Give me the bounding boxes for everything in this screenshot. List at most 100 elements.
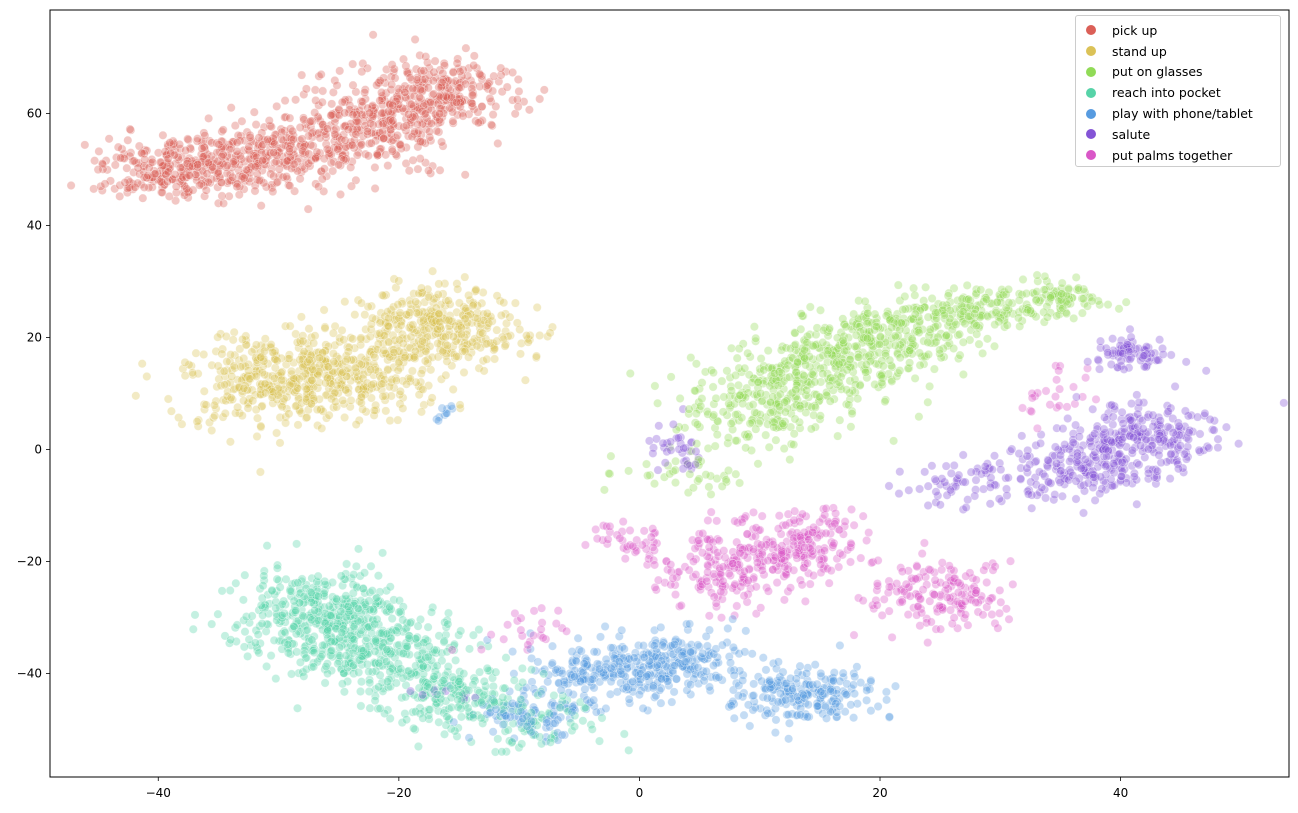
scatter-point-put-on-glasses xyxy=(605,469,615,479)
scatter-point-put-on-glasses xyxy=(604,468,614,478)
scatter-point-put-on-glasses xyxy=(789,440,799,450)
scatter-point-put-palms-together xyxy=(499,634,509,644)
scatter-point-salute xyxy=(1194,445,1204,455)
scatter-point-pick-up xyxy=(438,68,448,78)
scatter-point-stand-up xyxy=(496,310,506,320)
scatter-point-put-on-glasses xyxy=(732,353,742,363)
scatter-point-reach-into-pocket xyxy=(409,723,419,733)
scatter-point-put-on-glasses xyxy=(744,432,754,442)
scatter-point-stand-up xyxy=(532,302,542,312)
scatter-point-stand-up xyxy=(142,371,152,381)
scatter-point-salute xyxy=(1109,401,1119,411)
scatter-point-put-palms-together xyxy=(1081,373,1091,383)
scatter-point-put-palms-together xyxy=(1004,614,1014,624)
scatter-point-put-on-glasses xyxy=(919,296,929,306)
scatter-point-put-palms-together xyxy=(617,527,627,537)
scatter-point-pick-up xyxy=(332,80,342,90)
scatter-point-play-with-phone-tablet xyxy=(810,660,820,670)
scatter-point-pick-up xyxy=(502,82,512,92)
scatter-point-reach-into-pocket xyxy=(349,635,359,645)
scatter-point-reach-into-pocket xyxy=(272,574,282,584)
scatter-point-stand-up xyxy=(229,327,239,337)
scatter-point-put-palms-together xyxy=(580,540,590,550)
scatter-point-put-palms-together xyxy=(763,586,773,596)
scatter-point-stand-up xyxy=(535,330,545,340)
scatter-point-salute xyxy=(996,465,1006,475)
scatter-point-stand-up xyxy=(545,328,555,338)
scatter-point-reach-into-pocket xyxy=(355,686,365,696)
scatter-point-put-on-glasses xyxy=(949,343,959,353)
scatter-point-pick-up xyxy=(139,182,149,192)
scatter-point-salute xyxy=(989,451,999,461)
scatter-point-salute xyxy=(1139,398,1149,408)
scatter-point-salute xyxy=(1055,450,1065,460)
scatter-point-put-palms-together xyxy=(941,580,951,590)
scatter-point-play-with-phone-tablet xyxy=(881,687,891,697)
scatter-point-put-on-glasses xyxy=(943,291,953,301)
scatter-point-salute xyxy=(958,450,968,460)
scatter-point-put-on-glasses xyxy=(841,322,851,332)
scatter-point-put-palms-together xyxy=(988,565,998,575)
scatter-point-salute xyxy=(935,500,945,510)
scatter-point-salute xyxy=(960,477,970,487)
scatter-point-salute xyxy=(1126,332,1136,342)
scatter-point-put-on-glasses xyxy=(706,489,716,499)
scatter-point-pick-up xyxy=(285,181,295,191)
scatter-point-put-palms-together xyxy=(719,546,729,556)
scatter-point-put-on-glasses xyxy=(800,353,810,363)
scatter-point-stand-up xyxy=(222,357,232,367)
scatter-point-reach-into-pocket xyxy=(318,640,328,650)
scatter-point-reach-into-pocket xyxy=(385,582,395,592)
scatter-point-put-palms-together xyxy=(697,548,707,558)
scatter-point-salute xyxy=(1165,440,1175,450)
scatter-point-pick-up xyxy=(408,155,418,165)
scatter-point-salute xyxy=(1175,441,1185,451)
scatter-point-salute xyxy=(1041,493,1051,503)
scatter-point-reach-into-pocket xyxy=(286,669,296,679)
scatter-point-stand-up xyxy=(384,337,394,347)
scatter-point-pick-up xyxy=(508,68,518,78)
scatter-point-pick-up xyxy=(237,116,247,126)
scatter-point-play-with-phone-tablet xyxy=(617,625,627,635)
scatter-point-put-palms-together xyxy=(739,566,749,576)
scatter-point-stand-up xyxy=(416,368,426,378)
scatter-point-put-palms-together xyxy=(840,517,850,527)
scatter-point-put-on-glasses xyxy=(743,429,753,439)
scatter-point-salute xyxy=(1057,491,1067,501)
scatter-point-stand-up xyxy=(163,394,173,404)
scatter-point-put-on-glasses xyxy=(890,331,900,341)
scatter-point-put-palms-together xyxy=(670,590,680,600)
scatter-point-pick-up xyxy=(473,118,483,128)
scatter-point-stand-up xyxy=(284,409,294,419)
scatter-point-put-on-glasses xyxy=(796,309,806,319)
scatter-point-put-palms-together xyxy=(918,585,928,595)
scatter-point-put-palms-together xyxy=(917,549,927,559)
scatter-point-play-with-phone-tablet xyxy=(648,683,658,693)
scatter-point-pick-up xyxy=(370,163,380,173)
scatter-point-play-with-phone-tablet xyxy=(743,700,753,710)
scatter-point-put-palms-together xyxy=(1017,403,1027,413)
scatter-point-pick-up xyxy=(104,134,114,144)
scatter-point-put-on-glasses xyxy=(1103,300,1113,310)
scatter-point-put-palms-together xyxy=(945,605,955,615)
scatter-point-play-with-phone-tablet xyxy=(739,710,749,720)
scatter-point-stand-up xyxy=(367,313,377,323)
scatter-point-put-on-glasses xyxy=(671,456,681,466)
scatter-point-put-on-glasses xyxy=(825,396,835,406)
scatter-point-stand-up xyxy=(343,347,353,357)
scatter-point-put-on-glasses xyxy=(907,334,917,344)
scatter-point-put-palms-together xyxy=(536,624,546,634)
scatter-point-put-on-glasses xyxy=(835,415,845,425)
scatter-point-stand-up xyxy=(411,297,421,307)
scatter-point-play-with-phone-tablet xyxy=(595,632,605,642)
scatter-point-reach-into-pocket xyxy=(342,559,352,569)
scatter-point-salute xyxy=(1014,449,1024,459)
scatter-point-pick-up xyxy=(363,151,373,161)
scatter-point-pick-up xyxy=(340,135,350,145)
scatter-point-put-on-glasses xyxy=(893,280,903,290)
scatter-point-put-on-glasses xyxy=(855,380,865,390)
scatter-point-put-on-glasses xyxy=(726,419,736,429)
scatter-point-reach-into-pocket xyxy=(527,665,537,675)
scatter-point-pick-up xyxy=(333,144,343,154)
scatter-point-salute xyxy=(1148,410,1158,420)
